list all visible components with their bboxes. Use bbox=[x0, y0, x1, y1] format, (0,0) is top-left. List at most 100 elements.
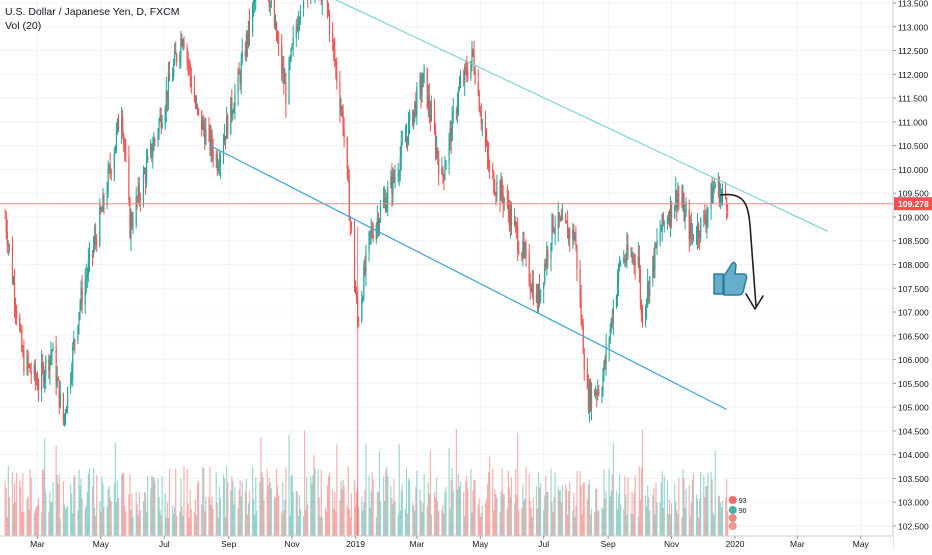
volume-bar bbox=[246, 514, 249, 536]
candle bbox=[383, 186, 385, 209]
volume-bar bbox=[717, 495, 719, 536]
candle bbox=[523, 231, 525, 259]
volume-bar bbox=[222, 474, 225, 536]
candle-body bbox=[404, 138, 407, 142]
candle-body bbox=[406, 136, 409, 143]
candle-body bbox=[138, 185, 140, 199]
candle-body bbox=[210, 135, 212, 151]
candle-body bbox=[57, 378, 59, 381]
candle bbox=[595, 385, 597, 400]
volume-bar bbox=[682, 469, 684, 536]
volume-bar bbox=[444, 492, 446, 536]
candle bbox=[334, 37, 336, 68]
candle bbox=[314, 0, 316, 4]
trendline-lower[interactable] bbox=[209, 145, 727, 411]
volume-bar bbox=[419, 489, 421, 536]
candle-body bbox=[132, 224, 134, 226]
candle bbox=[464, 63, 466, 97]
volume-bar bbox=[429, 450, 431, 536]
volume-bar bbox=[509, 497, 512, 536]
candle-body bbox=[208, 128, 210, 130]
volume-bar bbox=[560, 502, 562, 536]
candle-body bbox=[103, 195, 105, 205]
candle bbox=[232, 109, 234, 121]
candle bbox=[176, 52, 178, 67]
volume-bar bbox=[463, 492, 465, 536]
candle-body bbox=[499, 181, 501, 201]
candle-body bbox=[254, 0, 256, 2]
candle bbox=[719, 183, 722, 210]
volume-bar bbox=[436, 477, 438, 536]
volume-bar bbox=[564, 484, 567, 536]
volume-bar bbox=[14, 502, 17, 536]
candle bbox=[194, 94, 197, 110]
candle-body bbox=[387, 187, 389, 203]
volume-bar bbox=[36, 505, 39, 536]
candle-body bbox=[121, 117, 123, 132]
candle-body bbox=[615, 296, 618, 308]
volume-bar bbox=[289, 516, 291, 536]
candle-body bbox=[176, 54, 178, 62]
candle-body bbox=[245, 34, 247, 57]
candle-body bbox=[536, 292, 539, 309]
volume-bar bbox=[450, 480, 452, 536]
time-axis[interactable] bbox=[0, 536, 893, 550]
volume-bar bbox=[391, 498, 393, 536]
volume-bar bbox=[26, 498, 28, 536]
candle-body bbox=[637, 256, 639, 266]
candle bbox=[361, 290, 363, 324]
candle-body bbox=[433, 109, 436, 132]
price-axis[interactable] bbox=[893, 0, 932, 550]
candle-body bbox=[666, 221, 669, 223]
volume-bar bbox=[186, 468, 188, 536]
candle bbox=[630, 247, 632, 258]
candle bbox=[128, 145, 130, 206]
volume-bar bbox=[4, 480, 6, 536]
volume-bar bbox=[202, 466, 204, 536]
volume-bar bbox=[342, 480, 344, 536]
candle-body bbox=[124, 141, 126, 153]
price-tick-label: 106.500 bbox=[898, 331, 929, 341]
candle-body bbox=[19, 317, 21, 330]
volume-bar bbox=[365, 443, 367, 536]
candle bbox=[697, 221, 700, 249]
candle bbox=[62, 392, 65, 426]
candle bbox=[678, 185, 680, 211]
volume-bar bbox=[311, 483, 313, 536]
last-price-badge bbox=[894, 197, 932, 211]
candle bbox=[444, 156, 446, 181]
candle bbox=[298, 16, 300, 32]
candle bbox=[684, 202, 686, 230]
candle-body bbox=[647, 282, 649, 301]
volume-bar bbox=[201, 504, 203, 536]
candle-body bbox=[640, 302, 643, 315]
volume-bar bbox=[466, 475, 468, 536]
candle-body bbox=[362, 298, 364, 300]
candle bbox=[695, 226, 698, 245]
candle bbox=[121, 106, 123, 144]
candle-body bbox=[212, 150, 214, 160]
volume-bar bbox=[78, 469, 80, 536]
volume-bar bbox=[132, 517, 134, 536]
volume-bar bbox=[73, 476, 75, 536]
candle-body bbox=[721, 190, 724, 194]
candle-body bbox=[521, 253, 523, 258]
candle-body bbox=[139, 198, 141, 201]
candle-body bbox=[22, 349, 24, 353]
volume-value-label: 90 bbox=[739, 508, 747, 515]
volume-bar bbox=[721, 500, 724, 536]
candle-body bbox=[535, 292, 538, 302]
candle bbox=[35, 372, 37, 386]
candle bbox=[653, 247, 655, 279]
candle bbox=[215, 150, 217, 169]
volume-bar bbox=[44, 438, 46, 536]
trendline-upper[interactable] bbox=[322, 0, 828, 232]
volume-bar bbox=[5, 488, 7, 536]
candle bbox=[458, 75, 461, 92]
candle-body bbox=[100, 207, 102, 212]
volume-bar bbox=[474, 479, 476, 536]
candle-body bbox=[602, 376, 604, 394]
candle-body bbox=[342, 111, 344, 131]
